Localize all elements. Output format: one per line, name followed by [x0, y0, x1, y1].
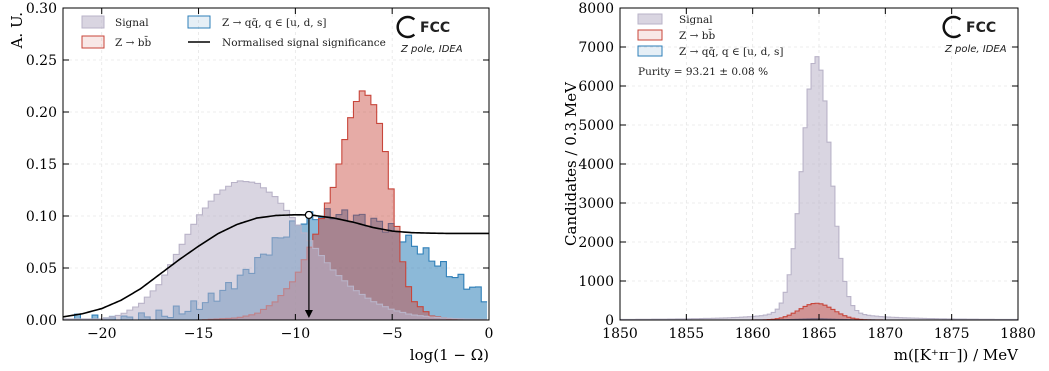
left-xlabel: log(1 − Ω): [410, 346, 489, 364]
right-ytick-label: 8000: [578, 1, 614, 17]
legend-label-bb-right: Z → bb̄: [679, 29, 715, 42]
legend-label-significance: Normalised signal significance: [222, 37, 386, 49]
right-xtick-label: 1870: [868, 326, 904, 342]
left-ytick-label: 0.25: [26, 53, 57, 69]
histogram-fill-1: [63, 90, 488, 320]
right-ytick-label: 5000: [578, 118, 614, 134]
right-chart: 1850 1855 1860 1865 1870 1875 1880 0 1000 2000 300…: [562, 1, 1036, 364]
left-xtick-label: −5: [382, 326, 403, 342]
fcc-logo-subtitle-right: Z pole, IDEA: [944, 44, 1007, 55]
legend-label-qq-right: Z → qq̄, q ∈ [u, d, s]: [679, 46, 783, 58]
right-ticks: 1850 1855 1860 1865 1870 1875 1880 0 1000 2000 300…: [578, 1, 1035, 342]
legend-swatch-signal: [81, 15, 105, 29]
right-xtick-label: 1875: [934, 326, 970, 342]
legend-swatch-qq-right: [637, 45, 663, 57]
left-ytick-label: 0.20: [26, 105, 57, 121]
left-ytick-label: 0.30: [26, 1, 57, 17]
significance-curve: [63, 213, 489, 318]
left-xtick-label: −10: [281, 326, 311, 342]
fcc-ring-icon-right: [942, 15, 962, 39]
fcc-logo-text-right: FCC: [966, 20, 996, 36]
fcc-ring-icon: [396, 15, 416, 39]
right-ytick-label: 1000: [578, 274, 614, 290]
right-ytick-label: 7000: [578, 40, 614, 56]
left-ytick-label: 0.15: [26, 157, 57, 173]
histogram-outline-right-0: [620, 56, 1018, 320]
right-xtick-label: 1880: [1000, 326, 1036, 342]
right-ytick-label: 2000: [578, 235, 614, 251]
right-legend: Signal Z → bb̄ Z → qq̄, q ∈ [u, d, s] Pu…: [637, 13, 783, 78]
legend-label-signal: Signal: [115, 17, 149, 29]
left-xtick-label: −15: [184, 326, 214, 342]
left-plot-area: [63, 90, 489, 320]
legend-swatch-qq: [187, 15, 211, 29]
histogram-outline-0: [63, 180, 488, 320]
legend-swatch-bb: [81, 35, 105, 49]
legend-label-qq: Z → qq̄, q ∈ [u, d, s]: [222, 17, 326, 29]
fcc-logo-subtitle: Z pole, IDEA: [400, 44, 463, 55]
left-ticks: −20 −15 −10 −5 0 0.00 0.05 0.10 0.15 0.20 0.25 0.30: [26, 1, 494, 342]
right-xlabel: m([K⁺π⁻]) / MeV: [894, 346, 1019, 364]
left-legend: Signal Z → bb̄ Z → qq̄, q ∈ [u, d, s] No…: [81, 15, 386, 49]
right-xtick-label: 1865: [801, 326, 837, 342]
left-xtick-label: 0: [485, 326, 494, 342]
left-ytick-label: 0.05: [26, 261, 57, 277]
histogram-fill-right-1: [620, 303, 1018, 320]
right-ylabel: Candidates / 0.3 MeV: [562, 81, 580, 246]
legend-swatch-signal-right: [637, 13, 663, 25]
left-ytick-label: 0.10: [26, 209, 57, 225]
right-ytick-label: 6000: [578, 79, 614, 95]
right-ytick-label: 0: [605, 313, 614, 329]
right-xtick-label: 1850: [602, 326, 638, 342]
legend-swatch-bb-right: [637, 29, 663, 41]
left-ytick-label: 0.00: [26, 313, 57, 329]
right-ytick-label: 3000: [578, 196, 614, 212]
right-xtick-label: 1855: [669, 326, 705, 342]
left-ylabel: A. U.: [8, 12, 26, 49]
right-plot-area: [620, 56, 1018, 320]
histogram-outline-right-1: [620, 302, 1018, 320]
max-significance-marker: [304, 210, 314, 220]
left-chart: −20 −15 −10 −5 0 0.00 0.05 0.10 0.15 0.20 0.25 0.30…: [8, 1, 493, 364]
left-xtick-label: −20: [87, 326, 117, 342]
legend-label-bb: Z → bb̄: [115, 36, 151, 49]
right-ytick-label: 4000: [578, 157, 614, 173]
purity-annotation: Purity = 93.21 ± 0.08 %: [638, 66, 768, 78]
max-arrow-head: [304, 310, 313, 318]
fcc-logo-left: FCC Z pole, IDEA: [396, 15, 463, 55]
histogram-fill-0: [63, 180, 488, 320]
right-xtick-label: 1860: [735, 326, 771, 342]
histogram-fill-right-0: [620, 56, 1018, 320]
legend-label-signal-right: Signal: [679, 14, 713, 26]
fcc-logo-text: FCC: [420, 20, 450, 36]
fcc-logo-right: FCC Z pole, IDEA: [942, 15, 1007, 55]
